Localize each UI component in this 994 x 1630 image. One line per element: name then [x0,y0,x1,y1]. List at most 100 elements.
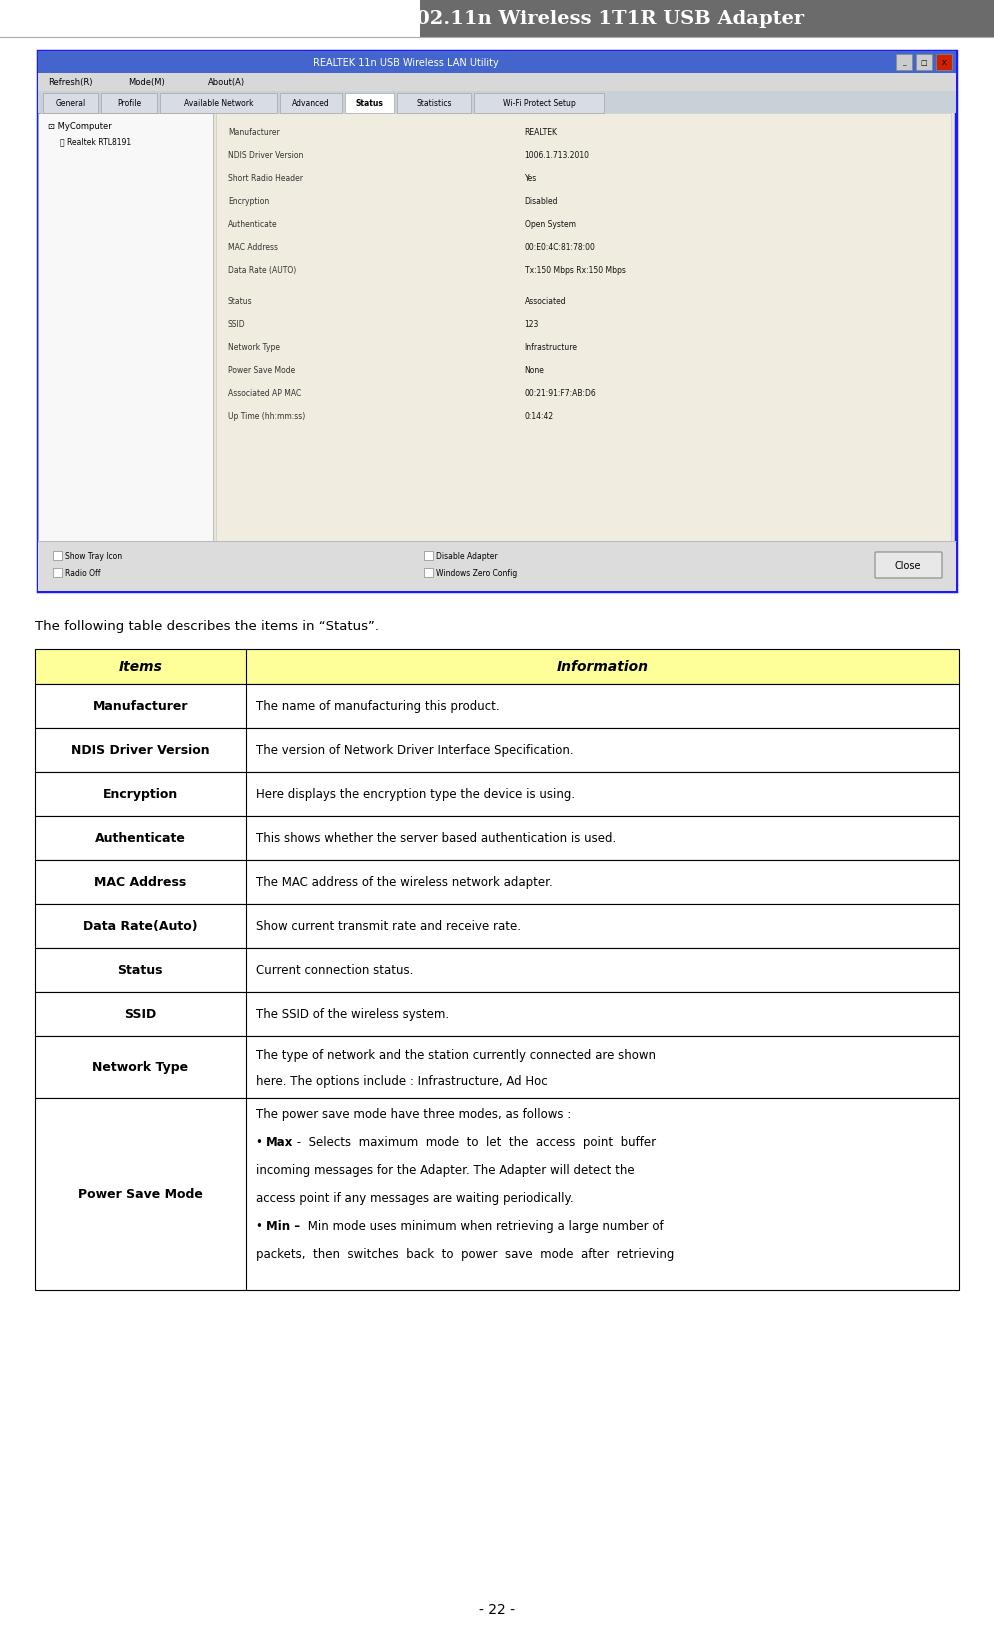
Bar [35,1099,959,1291]
Text: Radio Off: Radio Off [65,569,100,577]
Bar [423,551,432,561]
Text: 0:14:42: 0:14:42 [525,412,554,421]
Bar [38,541,956,592]
Text: The version of Network Driver Interface Specification.: The version of Network Driver Interface … [255,743,574,756]
Text: 00:E0:4C:81:78:00: 00:E0:4C:81:78:00 [525,243,595,253]
Text: About(A): About(A) [208,78,246,88]
Text: 1006.1.713.2010: 1006.1.713.2010 [525,152,589,160]
Bar [38,52,956,592]
Bar [916,55,932,72]
Text: access point if any messages are waiting periodically.: access point if any messages are waiting… [255,1192,574,1205]
Bar [38,52,956,73]
Bar [160,95,277,114]
Text: MAC Address: MAC Address [228,243,278,253]
Text: •: • [255,1136,266,1149]
Text: □: □ [920,60,927,65]
Text: Data Rate (AUTO): Data Rate (AUTO) [228,266,296,275]
Text: Manufacturer: Manufacturer [228,127,279,137]
Text: The type of network and the station currently connected are shown: The type of network and the station curr… [255,1048,656,1061]
Text: 📶 Realtek RTL8191: 📶 Realtek RTL8191 [60,137,131,147]
Text: X: X [941,60,946,65]
Text: General: General [56,99,85,109]
Text: Advanced: Advanced [292,99,330,109]
Text: Up Time (hh:mm:ss): Up Time (hh:mm:ss) [228,412,305,421]
Text: Encryption: Encryption [228,197,269,205]
Bar [35,685,959,729]
Bar [35,817,959,861]
Text: incoming messages for the Adapter. The Adapter will detect the: incoming messages for the Adapter. The A… [255,1164,634,1177]
Bar [35,650,959,685]
Text: Windows Zero Config: Windows Zero Config [435,569,517,577]
Text: Associated AP MAC: Associated AP MAC [228,390,301,398]
Text: Short Radio Header: Short Radio Header [228,174,303,183]
Text: Mode(M): Mode(M) [128,78,165,88]
Text: 123: 123 [525,319,539,329]
Bar [423,569,432,577]
Text: Available Network: Available Network [184,99,253,109]
Bar [936,55,952,72]
Bar [35,773,959,817]
Text: Power Save Mode: Power Save Mode [78,1188,203,1201]
Bar [53,551,62,561]
Text: 00:21:91:F7:AB:D6: 00:21:91:F7:AB:D6 [525,390,596,398]
Text: -  Selects  maximum  mode  to  let  the  access  point  buffer: - Selects maximum mode to let the access… [292,1136,656,1149]
Text: Wi-Fi Protect Setup: Wi-Fi Protect Setup [503,99,576,109]
Text: Power Save Mode: Power Save Mode [228,365,295,375]
Text: Close: Close [895,561,921,570]
Text: REALTEK: REALTEK [525,127,558,137]
Text: _: _ [903,60,906,65]
Text: Authenticate: Authenticate [94,831,186,844]
Text: Min mode uses minimum when retrieving a large number of: Min mode uses minimum when retrieving a … [304,1219,663,1232]
Bar [345,95,394,114]
Text: Information: Information [557,660,648,675]
Bar [280,95,342,114]
Text: The SSID of the wireless system.: The SSID of the wireless system. [255,1007,449,1020]
Bar [397,95,471,114]
Text: Disable Adapter: Disable Adapter [435,551,497,561]
Text: Status: Status [356,99,384,109]
Text: NDIS Driver Version: NDIS Driver Version [228,152,303,160]
Text: Encryption: Encryption [102,787,178,800]
Text: The following table describes the items in “Status”.: The following table describes the items … [35,619,379,632]
Bar [474,95,603,114]
Bar [43,95,98,114]
Bar [896,55,912,72]
Bar [35,1037,959,1099]
Text: •: • [255,1219,266,1232]
Text: Manufacturer: Manufacturer [92,699,188,712]
Bar [420,0,994,37]
Text: Authenticate: Authenticate [228,220,277,228]
Text: None: None [525,365,545,375]
Text: The name of manufacturing this product.: The name of manufacturing this product. [255,699,499,712]
Bar [35,993,959,1037]
Bar [101,95,157,114]
Text: Status: Status [117,963,163,976]
Bar [53,569,62,577]
Text: Refresh(R): Refresh(R) [48,78,92,88]
Bar [35,861,959,905]
Bar [38,73,956,91]
Text: Network Type: Network Type [92,1061,189,1074]
Bar [35,905,959,949]
Text: - 22 -: - 22 - [479,1602,515,1615]
Text: Network Type: Network Type [228,342,280,352]
Text: Min –: Min – [265,1219,300,1232]
Text: Max: Max [265,1136,293,1149]
Text: Data Rate(Auto): Data Rate(Auto) [83,919,198,932]
Bar [38,91,956,114]
Text: This shows whether the server based authentication is used.: This shows whether the server based auth… [255,831,616,844]
Text: Show current transmit rate and receive rate.: Show current transmit rate and receive r… [255,919,521,932]
Bar [35,729,959,773]
Text: Open System: Open System [525,220,576,228]
Text: SSID: SSID [124,1007,156,1020]
Text: NDIS Driver Version: NDIS Driver Version [71,743,210,756]
Text: IEEE802.11n Wireless 1T1R USB Adapter: IEEE802.11n Wireless 1T1R USB Adapter [350,10,804,28]
Text: Profile: Profile [117,99,141,109]
Bar [0,0,420,37]
Text: Show Tray Icon: Show Tray Icon [65,551,122,561]
Text: ⊡ MyComputer: ⊡ MyComputer [48,122,111,130]
Text: Disabled: Disabled [525,197,559,205]
Text: Items: Items [118,660,162,675]
Text: SSID: SSID [228,319,246,329]
Bar [216,114,951,541]
